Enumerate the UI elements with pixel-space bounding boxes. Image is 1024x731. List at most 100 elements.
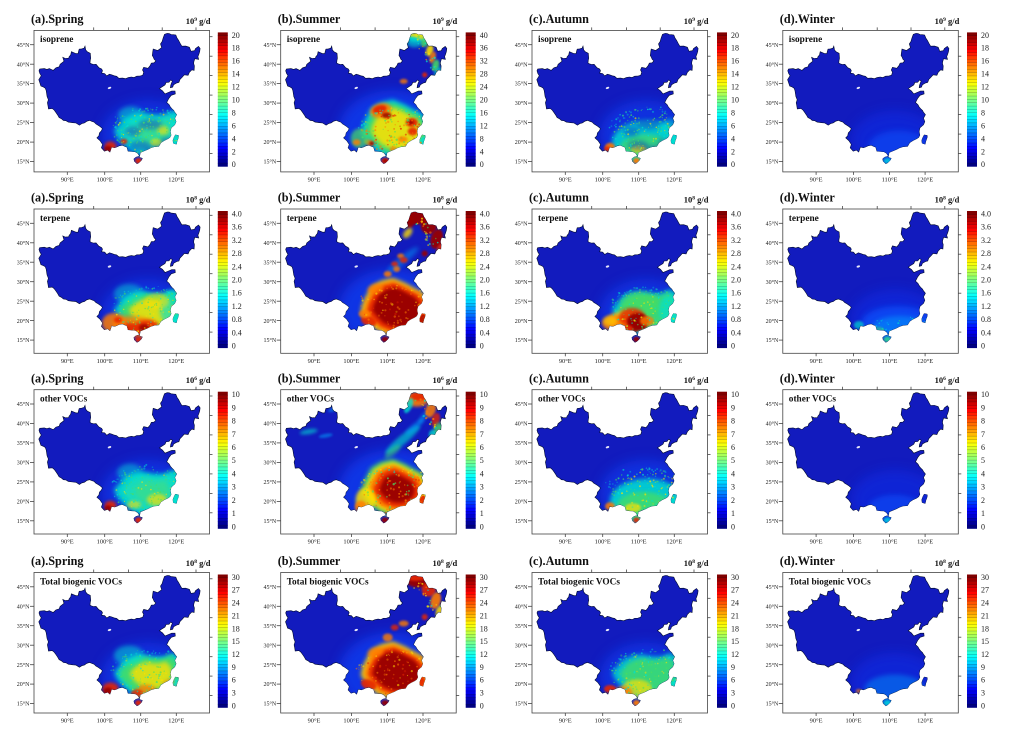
- svg-text:15: 15: [480, 637, 488, 646]
- svg-text:2.0: 2.0: [731, 276, 741, 285]
- svg-text:24: 24: [232, 599, 240, 608]
- svg-text:25°N: 25°N: [515, 120, 528, 127]
- svg-text:0: 0: [981, 342, 985, 351]
- svg-text:120°E: 120°E: [666, 358, 682, 365]
- svg-text:1.2: 1.2: [981, 302, 991, 311]
- svg-text:106 g/d: 106 g/d: [935, 375, 960, 385]
- svg-text:32: 32: [480, 57, 488, 66]
- svg-text:100°E: 100°E: [845, 718, 861, 725]
- svg-text:40°N: 40°N: [17, 421, 30, 428]
- svg-text:40°N: 40°N: [263, 61, 276, 68]
- svg-text:20°N: 20°N: [17, 681, 30, 688]
- svg-text:45°N: 45°N: [263, 401, 276, 408]
- svg-text:90°E: 90°E: [810, 176, 823, 183]
- svg-text:15°N: 15°N: [766, 518, 779, 525]
- svg-text:25°N: 25°N: [263, 479, 276, 486]
- svg-text:6: 6: [232, 121, 236, 130]
- svg-text:15°N: 15°N: [766, 337, 779, 344]
- svg-text:0: 0: [731, 522, 735, 531]
- svg-text:90°E: 90°E: [559, 176, 572, 183]
- svg-text:6: 6: [981, 121, 985, 130]
- svg-text:45°N: 45°N: [17, 220, 30, 227]
- svg-text:40°N: 40°N: [17, 240, 30, 247]
- svg-text:9: 9: [981, 663, 985, 672]
- svg-text:120°E: 120°E: [917, 539, 933, 546]
- svg-text:27: 27: [731, 586, 739, 595]
- svg-text:40°N: 40°N: [17, 61, 30, 68]
- svg-text:9: 9: [480, 663, 484, 672]
- svg-text:12: 12: [731, 83, 739, 92]
- svg-text:3.2: 3.2: [232, 236, 242, 245]
- svg-text:20°N: 20°N: [17, 499, 30, 506]
- svg-text:0.8: 0.8: [232, 315, 242, 324]
- svg-text:3: 3: [480, 483, 484, 492]
- svg-text:24: 24: [981, 599, 989, 608]
- svg-text:2.4: 2.4: [232, 262, 242, 271]
- svg-text:15°N: 15°N: [766, 701, 779, 708]
- svg-text:2: 2: [731, 147, 735, 156]
- svg-text:other VOCs: other VOCs: [538, 395, 586, 405]
- svg-text:40°N: 40°N: [515, 61, 528, 68]
- svg-text:Total biogenic VOCs: Total biogenic VOCs: [287, 577, 369, 587]
- svg-text:45°N: 45°N: [515, 401, 528, 408]
- svg-text:25°N: 25°N: [515, 298, 528, 305]
- svg-text:2.0: 2.0: [480, 276, 490, 285]
- svg-text:8: 8: [480, 417, 484, 426]
- svg-text:20°N: 20°N: [263, 318, 276, 325]
- svg-text:15: 15: [981, 637, 989, 646]
- svg-text:40°N: 40°N: [766, 240, 779, 247]
- svg-text:5: 5: [731, 456, 735, 465]
- svg-text:18: 18: [480, 624, 488, 633]
- svg-text:20°N: 20°N: [263, 139, 276, 146]
- svg-text:0: 0: [480, 701, 484, 710]
- svg-text:16: 16: [232, 57, 240, 66]
- svg-text:0: 0: [232, 701, 236, 710]
- svg-text:12: 12: [981, 650, 989, 659]
- svg-text:2.0: 2.0: [232, 276, 242, 285]
- svg-text:120°E: 120°E: [415, 358, 431, 365]
- svg-text:14: 14: [981, 70, 989, 79]
- svg-text:3.6: 3.6: [981, 223, 991, 232]
- svg-text:4: 4: [232, 469, 236, 478]
- svg-text:0.4: 0.4: [981, 328, 991, 337]
- svg-text:0.4: 0.4: [232, 328, 242, 337]
- svg-text:35°N: 35°N: [766, 623, 779, 630]
- svg-text:2.4: 2.4: [731, 262, 741, 271]
- svg-text:90°E: 90°E: [61, 176, 74, 183]
- svg-text:45°N: 45°N: [263, 42, 276, 49]
- svg-text:30°N: 30°N: [17, 279, 30, 286]
- svg-text:0.4: 0.4: [731, 328, 741, 337]
- svg-text:other VOCs: other VOCs: [40, 395, 88, 405]
- svg-text:15°N: 15°N: [263, 518, 276, 525]
- svg-text:20°N: 20°N: [766, 139, 779, 146]
- svg-text:0.4: 0.4: [480, 328, 490, 337]
- svg-text:25°N: 25°N: [263, 662, 276, 669]
- svg-text:90°E: 90°E: [559, 718, 572, 725]
- svg-text:90°E: 90°E: [308, 176, 321, 183]
- svg-text:30°N: 30°N: [263, 100, 276, 107]
- svg-text:110°E: 110°E: [631, 358, 647, 365]
- svg-text:108 g/d: 108 g/d: [186, 195, 211, 205]
- svg-text:90°E: 90°E: [308, 539, 321, 546]
- svg-text:4: 4: [232, 134, 236, 143]
- svg-text:30°N: 30°N: [766, 460, 779, 467]
- svg-text:0.8: 0.8: [981, 315, 991, 324]
- svg-text:120°E: 120°E: [168, 176, 184, 183]
- svg-text:28: 28: [480, 70, 488, 79]
- svg-text:4.0: 4.0: [232, 209, 242, 218]
- svg-text:100°E: 100°E: [343, 358, 359, 365]
- svg-text:9: 9: [232, 403, 236, 412]
- svg-text:2: 2: [981, 496, 985, 505]
- svg-text:16: 16: [480, 108, 488, 117]
- svg-text:100°E: 100°E: [845, 176, 861, 183]
- svg-text:27: 27: [981, 586, 989, 595]
- svg-text:90°E: 90°E: [61, 358, 74, 365]
- svg-text:100°E: 100°E: [595, 176, 611, 183]
- svg-text:8: 8: [981, 108, 985, 117]
- svg-text:10: 10: [480, 390, 488, 399]
- svg-text:100°E: 100°E: [845, 358, 861, 365]
- svg-text:110°E: 110°E: [882, 176, 898, 183]
- svg-text:108 g/d: 108 g/d: [186, 558, 211, 568]
- svg-text:106 g/d: 106 g/d: [684, 375, 709, 385]
- svg-text:0: 0: [981, 160, 985, 169]
